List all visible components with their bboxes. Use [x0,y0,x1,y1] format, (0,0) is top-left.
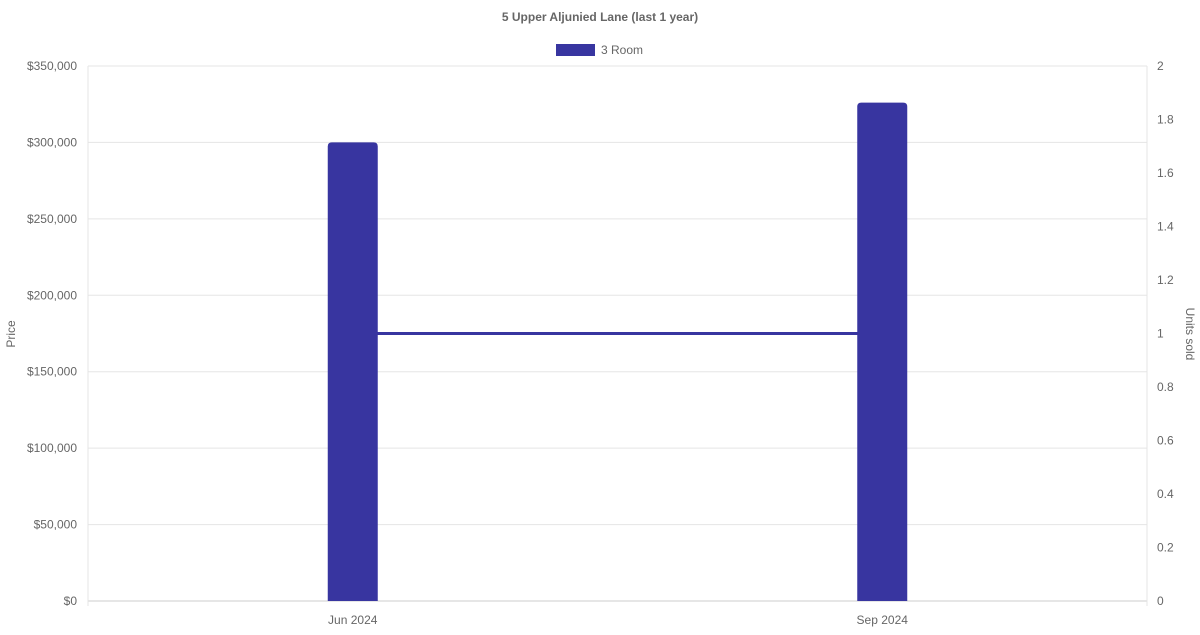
y2-tick-label: 1.2 [1157,273,1174,287]
price-bar [857,102,908,601]
y-tick-label: $250,000 [27,212,77,226]
y2-tick-label: 0 [1157,594,1164,608]
y2-tick-label: 1.8 [1157,113,1174,127]
y2-tick-label: 0.2 [1157,541,1174,555]
y2-tick-label: 1.6 [1157,166,1174,180]
y2-tick-label: 1 [1157,327,1164,341]
y2-axis-label: Units sold [1183,308,1197,361]
y2-tick-label: 0.6 [1157,434,1174,448]
y-tick-label: $100,000 [27,441,77,455]
x-tick-label: Sep 2024 [857,613,909,627]
y-tick-label: $150,000 [27,365,77,379]
y-tick-label: $200,000 [27,288,77,302]
chart-title: 5 Upper Aljunied Lane (last 1 year) [502,10,698,24]
y2-tick-label: 2 [1157,59,1164,73]
y-axis-label: Price [4,320,18,348]
y2-tick-label: 0.8 [1157,380,1174,394]
legend-label[interactable]: 3 Room [601,43,643,57]
y-tick-label: $350,000 [27,59,77,73]
x-tick-label: Jun 2024 [328,613,378,627]
y-tick-label: $0 [64,594,78,608]
price-bar [327,142,378,601]
y2-tick-label: 0.4 [1157,487,1174,501]
y2-tick-label: 1.4 [1157,220,1174,234]
y-tick-label: $300,000 [27,135,77,149]
legend-swatch[interactable] [556,44,595,56]
y-tick-label: $50,000 [34,518,78,532]
